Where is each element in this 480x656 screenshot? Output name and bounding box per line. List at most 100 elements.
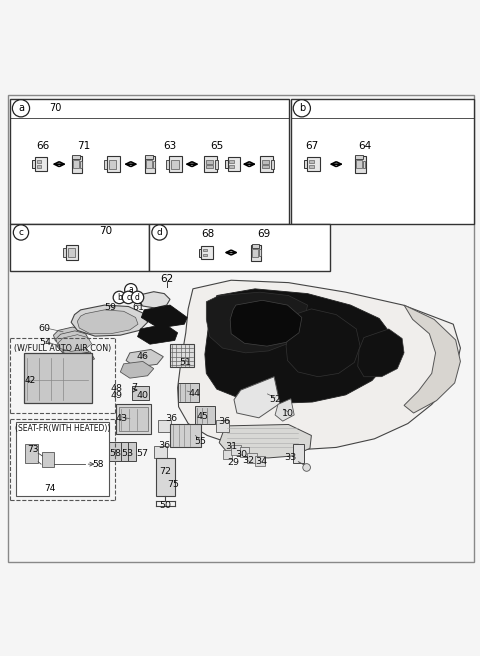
Text: 57: 57	[137, 449, 149, 458]
Bar	[154, 447, 167, 458]
Bar	[68, 249, 75, 256]
Circle shape	[293, 100, 311, 117]
Bar	[108, 160, 117, 169]
Text: 63: 63	[163, 141, 177, 151]
Bar	[153, 161, 155, 167]
Text: 49: 49	[110, 392, 122, 400]
Circle shape	[152, 225, 167, 240]
Bar	[195, 406, 216, 424]
Bar	[223, 450, 232, 459]
Bar	[156, 458, 175, 496]
Text: 44: 44	[188, 390, 200, 398]
Text: 30: 30	[236, 449, 248, 459]
Polygon shape	[205, 289, 394, 403]
Text: 71: 71	[77, 141, 91, 151]
Bar	[63, 249, 66, 256]
Text: 43: 43	[115, 414, 127, 423]
Bar	[170, 344, 194, 367]
Polygon shape	[56, 331, 89, 348]
Text: 66: 66	[36, 141, 49, 151]
Text: 68: 68	[202, 230, 215, 239]
Text: 75: 75	[167, 480, 179, 489]
Bar	[202, 246, 213, 259]
Bar	[124, 441, 136, 461]
Bar	[169, 156, 182, 172]
Bar	[216, 160, 218, 169]
Text: 52: 52	[269, 395, 281, 404]
Bar	[252, 249, 258, 256]
Bar	[216, 420, 229, 432]
Text: (SEAT-FR(WITH HEATED)): (SEAT-FR(WITH HEATED))	[15, 424, 110, 434]
Bar	[149, 224, 331, 271]
Text: d: d	[135, 293, 140, 302]
Bar	[252, 244, 259, 248]
Bar	[240, 447, 249, 457]
Text: c: c	[18, 228, 24, 237]
Bar	[144, 155, 156, 173]
Text: 33: 33	[285, 453, 297, 462]
Polygon shape	[275, 399, 294, 421]
Bar	[293, 443, 304, 462]
Text: 65: 65	[210, 141, 223, 151]
Text: 31: 31	[225, 442, 237, 451]
Circle shape	[122, 291, 135, 304]
Bar	[25, 443, 38, 462]
Text: 36: 36	[166, 414, 178, 423]
Bar	[119, 407, 147, 431]
Bar	[11, 224, 149, 271]
Polygon shape	[120, 361, 154, 378]
Circle shape	[12, 100, 30, 117]
Bar	[251, 245, 261, 260]
Bar	[24, 354, 92, 403]
Bar	[228, 157, 240, 171]
Text: 7: 7	[132, 383, 138, 392]
Bar	[166, 160, 169, 169]
Bar	[32, 160, 35, 169]
Text: 58: 58	[93, 460, 104, 468]
Bar	[229, 165, 234, 168]
Bar	[72, 155, 80, 159]
Bar	[206, 165, 213, 169]
Bar	[35, 157, 48, 171]
Polygon shape	[234, 377, 280, 418]
Bar	[170, 424, 201, 447]
Bar	[171, 160, 179, 169]
Polygon shape	[77, 310, 138, 334]
Text: 70: 70	[49, 103, 62, 113]
Bar	[199, 249, 202, 256]
Text: 40: 40	[137, 392, 149, 400]
Text: 61: 61	[132, 303, 144, 312]
Polygon shape	[71, 305, 147, 336]
Bar	[259, 249, 261, 256]
Text: 67: 67	[305, 141, 318, 151]
Bar	[108, 441, 121, 461]
Circle shape	[132, 291, 144, 304]
Bar	[73, 160, 79, 169]
Bar	[107, 156, 120, 172]
Polygon shape	[286, 309, 360, 377]
Text: 73: 73	[27, 445, 39, 455]
Bar	[262, 165, 269, 169]
Bar	[356, 160, 362, 169]
Text: 69: 69	[257, 230, 270, 239]
Bar	[291, 99, 474, 224]
Text: 51: 51	[180, 358, 192, 367]
Bar	[146, 160, 152, 169]
Polygon shape	[219, 424, 312, 458]
Polygon shape	[358, 329, 404, 377]
Polygon shape	[137, 292, 170, 308]
Text: b: b	[299, 103, 305, 113]
Text: 54: 54	[39, 338, 51, 347]
Bar	[271, 160, 274, 169]
Text: 62: 62	[160, 274, 173, 284]
Bar	[307, 157, 320, 171]
Bar	[37, 165, 41, 168]
Text: 29: 29	[228, 458, 240, 467]
Text: 46: 46	[137, 352, 149, 361]
Polygon shape	[404, 305, 460, 413]
Circle shape	[113, 291, 126, 304]
Polygon shape	[141, 305, 187, 328]
Text: 10: 10	[281, 409, 293, 417]
Bar	[247, 453, 257, 462]
Polygon shape	[126, 350, 163, 367]
